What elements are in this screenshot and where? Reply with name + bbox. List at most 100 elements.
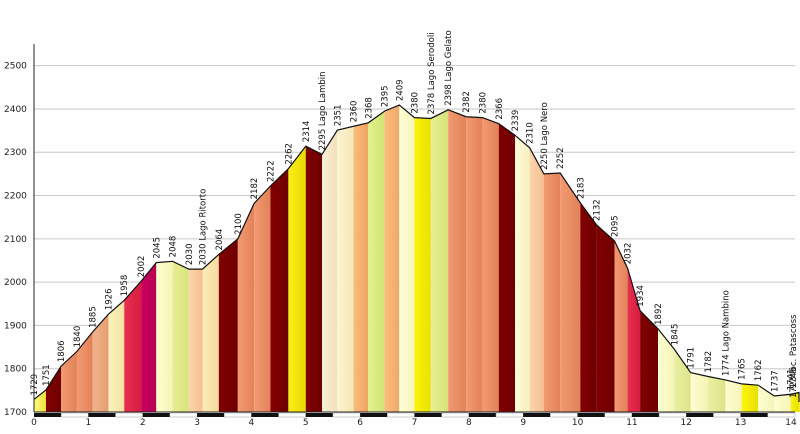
profile-segment xyxy=(774,394,791,412)
y-tick-label: 2300 xyxy=(4,148,27,158)
km-scale-bar xyxy=(767,412,796,418)
profile-segment xyxy=(560,173,581,412)
elevation-label: 1958 xyxy=(120,275,130,297)
profile-segment xyxy=(34,389,46,412)
x-tick-label: 13 xyxy=(735,418,746,428)
km-scale-bar xyxy=(686,413,714,417)
elevation-label: 2262 xyxy=(284,143,294,165)
elevation-label: 1782 xyxy=(704,351,714,373)
elevation-label: 1723 loc. Patascoss xyxy=(789,314,799,398)
km-scale-bar xyxy=(305,413,333,417)
km-scale-bar xyxy=(713,412,741,418)
elevation-label: 2002 xyxy=(137,256,147,278)
km-scale-bar xyxy=(604,412,633,418)
elevation-label: 2380 xyxy=(478,92,488,114)
profile-segment xyxy=(92,314,109,412)
km-scale-bar xyxy=(278,412,307,418)
x-tick-label: 5 xyxy=(303,418,309,428)
elevation-label: 2368 xyxy=(364,97,374,119)
elevation-label: 2360 xyxy=(350,101,360,123)
elevation-label: 2382 xyxy=(462,91,472,113)
profile-segment xyxy=(368,111,385,412)
profile-segment xyxy=(384,105,400,412)
elevation-label: 1774 Lago Nambino xyxy=(721,290,731,376)
profile-segment xyxy=(658,328,675,412)
elevation-label: 1845 xyxy=(670,324,680,346)
profile-segment xyxy=(790,392,799,412)
elevation-label: 2250 Lago Nero xyxy=(540,102,550,170)
x-tick-label: 8 xyxy=(466,418,472,428)
profile-segment xyxy=(741,383,759,412)
profile-segment xyxy=(708,376,726,412)
profile-segment xyxy=(399,105,415,412)
y-tick-label: 1800 xyxy=(4,365,27,375)
x-tick-label: 7 xyxy=(412,418,418,428)
elevation-label: 2048 xyxy=(169,236,179,258)
profile-segment xyxy=(353,122,369,413)
profile-outline xyxy=(33,104,800,403)
elevation-label: 2398 Lago Gelato xyxy=(444,30,454,106)
km-scale-bar xyxy=(169,412,198,418)
x-tick-label: 11 xyxy=(626,418,637,428)
x-axis-ticks: 0 1 2 3 4 5 6 7 8 9 10 11 12 13 14 xyxy=(31,418,797,428)
elevation-label: 1934 xyxy=(636,285,646,307)
profile-segment xyxy=(322,130,338,413)
km-scale-bar xyxy=(332,412,361,418)
profile-segment xyxy=(466,116,483,412)
km-scale-bar xyxy=(577,413,605,417)
profile-segment xyxy=(482,117,499,412)
elevation-label: 1892 xyxy=(654,303,664,325)
km-scale-bar xyxy=(197,413,225,417)
profile-segment xyxy=(448,109,467,412)
km-scale-bar xyxy=(115,412,143,418)
profile-segment xyxy=(288,146,306,412)
km-scale-bar xyxy=(414,413,442,417)
elevation-label: 1751 xyxy=(42,364,52,386)
elevation-label: 1806 xyxy=(57,340,67,362)
elevation-label: 1745 xyxy=(789,367,799,389)
elevation-label: 2378 Lago Serodoli xyxy=(427,32,437,114)
profile-segment xyxy=(270,168,289,412)
profile-segment xyxy=(430,109,449,412)
elevation-label: 2295 Lago Lambin xyxy=(318,71,328,150)
x-tick-label: 0 xyxy=(31,418,37,428)
profile-segment xyxy=(108,300,125,412)
profile-segment xyxy=(614,240,628,412)
km-scale-bar xyxy=(88,413,116,417)
x-tick-label: 12 xyxy=(681,418,692,428)
x-tick-label: 4 xyxy=(249,418,255,428)
x-tick-label: 2 xyxy=(140,418,146,428)
profile-segment xyxy=(640,310,659,412)
profile-segment xyxy=(254,186,271,412)
km-scale-bar xyxy=(34,413,62,417)
elevation-label: 1791 xyxy=(687,347,697,369)
km-scale-bar xyxy=(142,413,170,417)
profile-segment xyxy=(202,254,219,412)
y-tick-label: 2400 xyxy=(4,105,27,115)
km-scale-bar xyxy=(550,412,578,418)
x-tick-label: 1 xyxy=(85,418,91,428)
profile-segment xyxy=(498,123,516,412)
elevation-label: 2339 xyxy=(511,110,521,132)
elevation-label: 2064 xyxy=(215,229,225,251)
elevation-label: 2222 xyxy=(266,160,276,182)
elevation-label: 2380 xyxy=(411,92,421,114)
profile-segment xyxy=(124,281,142,412)
km-scale-bar xyxy=(495,412,524,418)
y-tick-label: 2500 xyxy=(4,62,27,72)
x-tick-label: 14 xyxy=(785,418,797,428)
elevation-label: 1926 xyxy=(104,289,114,311)
elevation-label: 2252 xyxy=(556,147,566,169)
profile-segment xyxy=(237,203,255,412)
profile-segment xyxy=(529,147,544,412)
km-scale-bar xyxy=(360,413,388,417)
y-tick-label: 1700 xyxy=(4,408,27,418)
y-axis-ticks: 1700 1800 1900 2000 2100 2200 2300 2400 2500 xyxy=(4,62,27,418)
x-tick-label: 6 xyxy=(357,418,363,428)
km-scale-bar xyxy=(251,413,279,417)
axes xyxy=(33,44,796,418)
elevation-label: 2030 Lago Ritorto xyxy=(199,189,209,265)
elevation-label: 2132 xyxy=(593,199,603,221)
profile-segment xyxy=(627,268,641,412)
